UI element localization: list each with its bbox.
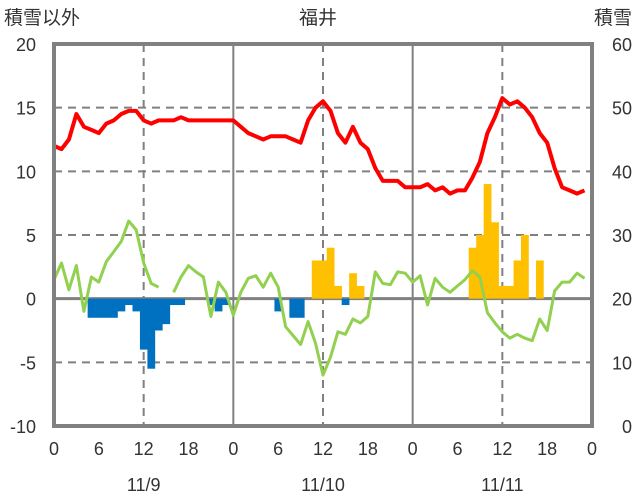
snow-decrease-bar [117, 298, 126, 312]
snow-increase-bar [535, 260, 544, 299]
date-label: 11/9 [127, 475, 161, 495]
snow-decrease-bar [177, 298, 186, 306]
snow-increase-bar [506, 285, 514, 299]
snow-increase-bar [356, 285, 365, 299]
snow-increase-bar [521, 235, 529, 299]
date-label: 11/11 [481, 475, 523, 495]
snow-decrease-bar [341, 298, 350, 306]
x-tick-label: 18 [358, 439, 378, 459]
snow-depth-line [53, 96, 586, 196]
temperature-line [52, 219, 160, 313]
temperature-line [172, 264, 586, 377]
x-tick-label: 0 [49, 439, 59, 459]
snow-decrease-bar [154, 298, 163, 331]
right-tick-label: 0 [622, 417, 632, 437]
left-tick-label: 0 [26, 290, 36, 310]
snow-increase-bar [476, 235, 484, 299]
snow-decrease-bar [95, 298, 103, 318]
snow-decrease-bar [139, 298, 148, 350]
left-tick-label: 20 [16, 35, 36, 55]
snow-increase-bar [319, 260, 328, 299]
snow-decrease-bar [87, 298, 96, 318]
right-tick-label: 30 [612, 226, 632, 246]
snow-increase-bar [334, 285, 342, 299]
left-tick-label: 10 [16, 162, 36, 182]
snow-increase-bar [483, 184, 492, 299]
right-tick-label: 20 [612, 290, 632, 310]
x-tick-label: 0 [587, 439, 597, 459]
snow-decrease-bar [102, 298, 111, 318]
snow-decrease-bar [274, 298, 283, 312]
snow-increase-bar [491, 222, 499, 299]
plot-frame [52, 42, 594, 428]
right-tick-label: 60 [612, 35, 632, 55]
x-tick-label: 6 [94, 439, 104, 459]
right-tick-label: 50 [612, 99, 632, 119]
snow-decrease-bar [214, 298, 223, 312]
snow-decrease-bar [169, 298, 178, 306]
x-tick-label: 18 [178, 439, 198, 459]
snow-increase-bar [311, 260, 320, 299]
date-label: 11/10 [301, 475, 345, 495]
gridlines [54, 44, 592, 426]
snow-increase-bar [349, 273, 357, 299]
right-axis-label: 積雪 [594, 7, 632, 29]
snow-increase-bar [498, 285, 507, 299]
line-series [52, 96, 586, 377]
snow-decrease-bar [124, 298, 133, 306]
snow-decrease-bar [207, 298, 215, 306]
snow-decrease-bar [132, 298, 141, 312]
left-axis-label: 積雪以外 [4, 7, 80, 29]
x-tick-label: 12 [492, 439, 512, 459]
chart-title: 福井 [299, 7, 337, 29]
x-tick-label: 12 [134, 439, 154, 459]
left-tick-label: 5 [26, 226, 36, 246]
left-tick-label: -10 [10, 417, 36, 437]
bar-series [87, 184, 544, 369]
x-tick-label: 12 [313, 439, 333, 459]
snow-decrease-bar [296, 298, 305, 318]
snow-decrease-bar [162, 298, 171, 325]
right-tick-label: 40 [612, 162, 632, 182]
snow-decrease-bar [222, 298, 230, 306]
snow-decrease-bar [289, 298, 298, 318]
right-tick-label: 10 [612, 353, 632, 373]
snow-decrease-bar [110, 298, 118, 318]
x-tick-label: 6 [452, 439, 462, 459]
x-tick-label: 6 [273, 439, 283, 459]
snow-increase-bar [468, 247, 477, 299]
snow-increase-bar [326, 247, 335, 299]
left-tick-label: 15 [16, 99, 36, 119]
plot-border [52, 42, 594, 428]
x-tick-label: 0 [228, 439, 238, 459]
x-tick-label: 18 [537, 439, 557, 459]
snow-increase-bar [513, 260, 522, 299]
left-tick-label: -5 [20, 353, 36, 373]
x-tick-label: 0 [408, 439, 418, 459]
snow-decrease-bar [147, 298, 156, 369]
